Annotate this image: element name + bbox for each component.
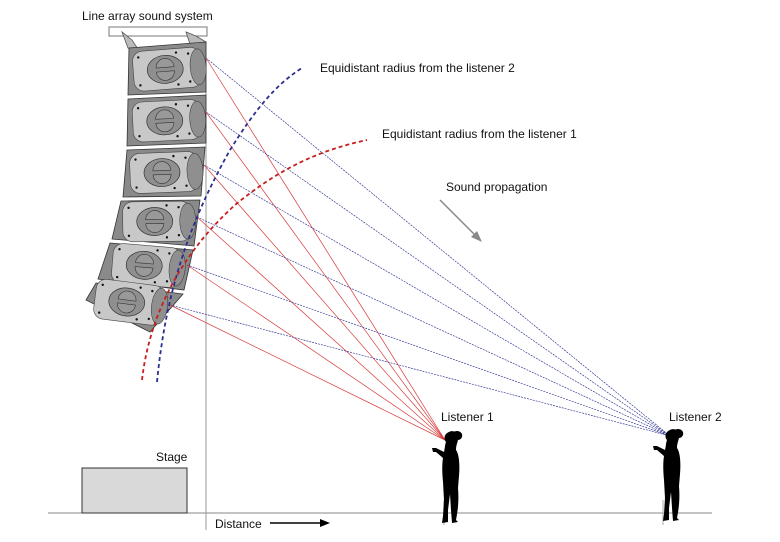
listener2-ray <box>196 216 671 437</box>
person-silhouette <box>432 431 463 523</box>
system-label: Line array sound system <box>82 9 213 23</box>
sound-rays <box>169 57 671 441</box>
speaker-cabinet <box>127 41 207 96</box>
radius2-label: Equidistant radius from the listener 2 <box>320 61 515 75</box>
rigging-bar <box>108 26 208 37</box>
radius1-label: Equidistant radius from the listener 1 <box>382 127 577 141</box>
distance-arrowhead <box>320 519 330 527</box>
speaker-cabinet <box>122 146 206 198</box>
listener1-ray <box>203 164 446 441</box>
listener1-silhouette <box>432 431 463 523</box>
listener1-label: Listener 1 <box>441 410 494 424</box>
listener1-ray <box>169 304 446 441</box>
distance-label: Distance <box>215 517 262 531</box>
listener1-ray <box>205 111 446 441</box>
speaker-cabinet <box>111 199 201 247</box>
speaker-cabinets <box>85 41 207 333</box>
equidistant-arc-listener1 <box>141 139 368 381</box>
speaker-cabinet <box>97 242 194 291</box>
equidistant-arc-listener2 <box>156 67 303 383</box>
propagation-label: Sound propagation <box>446 180 548 194</box>
listener2-ray <box>203 164 671 437</box>
propagation-arrow <box>439 199 477 237</box>
person-silhouette <box>653 429 684 521</box>
listener2-ray <box>205 111 671 437</box>
listener2-silhouette <box>653 429 684 521</box>
listener1-ray <box>205 57 446 441</box>
speaker-cabinet <box>126 94 207 147</box>
propagation-arrowhead <box>471 231 482 242</box>
stage-label: Stage <box>156 450 188 464</box>
listener1-ray <box>196 216 446 441</box>
listener2-label: Listener 2 <box>669 410 722 424</box>
stage-block <box>81 467 188 514</box>
listener2-ray <box>205 57 671 437</box>
listener2-ray <box>169 304 671 437</box>
listener2-ray <box>186 264 671 437</box>
listener1-ray <box>186 264 446 441</box>
speaker-cabinet <box>85 279 184 333</box>
